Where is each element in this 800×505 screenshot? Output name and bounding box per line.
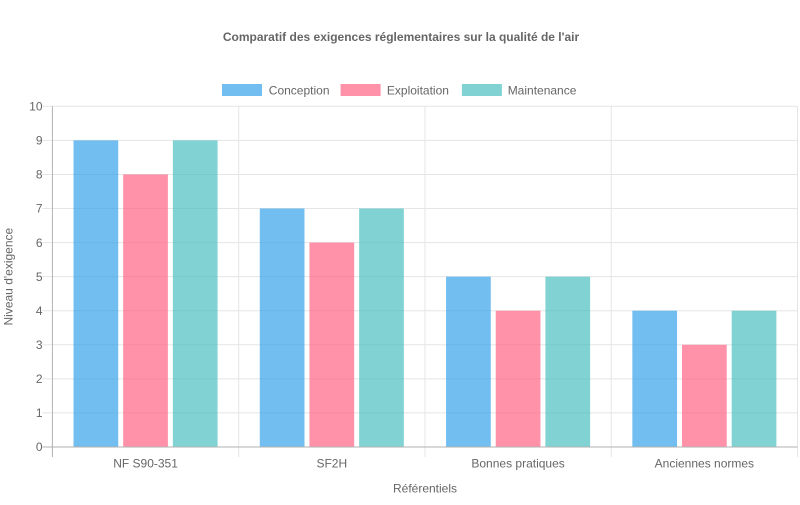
svg-text:Référentiels: Référentiels bbox=[393, 482, 457, 496]
svg-text:Comparatif des exigences régle: Comparatif des exigences réglementaires … bbox=[223, 30, 580, 44]
svg-text:NF S90-351: NF S90-351 bbox=[113, 457, 178, 471]
svg-text:0: 0 bbox=[36, 440, 43, 454]
svg-text:Anciennes normes: Anciennes normes bbox=[655, 457, 754, 471]
svg-text:4: 4 bbox=[36, 304, 43, 318]
svg-text:9: 9 bbox=[36, 134, 43, 148]
svg-text:1: 1 bbox=[36, 406, 43, 420]
svg-text:6: 6 bbox=[36, 236, 43, 250]
svg-text:Niveau d'exigence: Niveau d'exigence bbox=[2, 227, 16, 325]
svg-text:2: 2 bbox=[36, 372, 43, 386]
svg-text:Exploitation: Exploitation bbox=[387, 84, 449, 98]
svg-text:SF2H: SF2H bbox=[316, 457, 347, 471]
svg-text:Bonnes pratiques: Bonnes pratiques bbox=[471, 457, 564, 471]
svg-text:10: 10 bbox=[29, 100, 43, 114]
svg-text:8: 8 bbox=[36, 168, 43, 182]
svg-text:Conception: Conception bbox=[269, 84, 330, 98]
svg-text:Maintenance: Maintenance bbox=[508, 84, 577, 98]
svg-text:3: 3 bbox=[36, 338, 43, 352]
svg-text:5: 5 bbox=[36, 270, 43, 284]
svg-text:7: 7 bbox=[36, 202, 43, 216]
